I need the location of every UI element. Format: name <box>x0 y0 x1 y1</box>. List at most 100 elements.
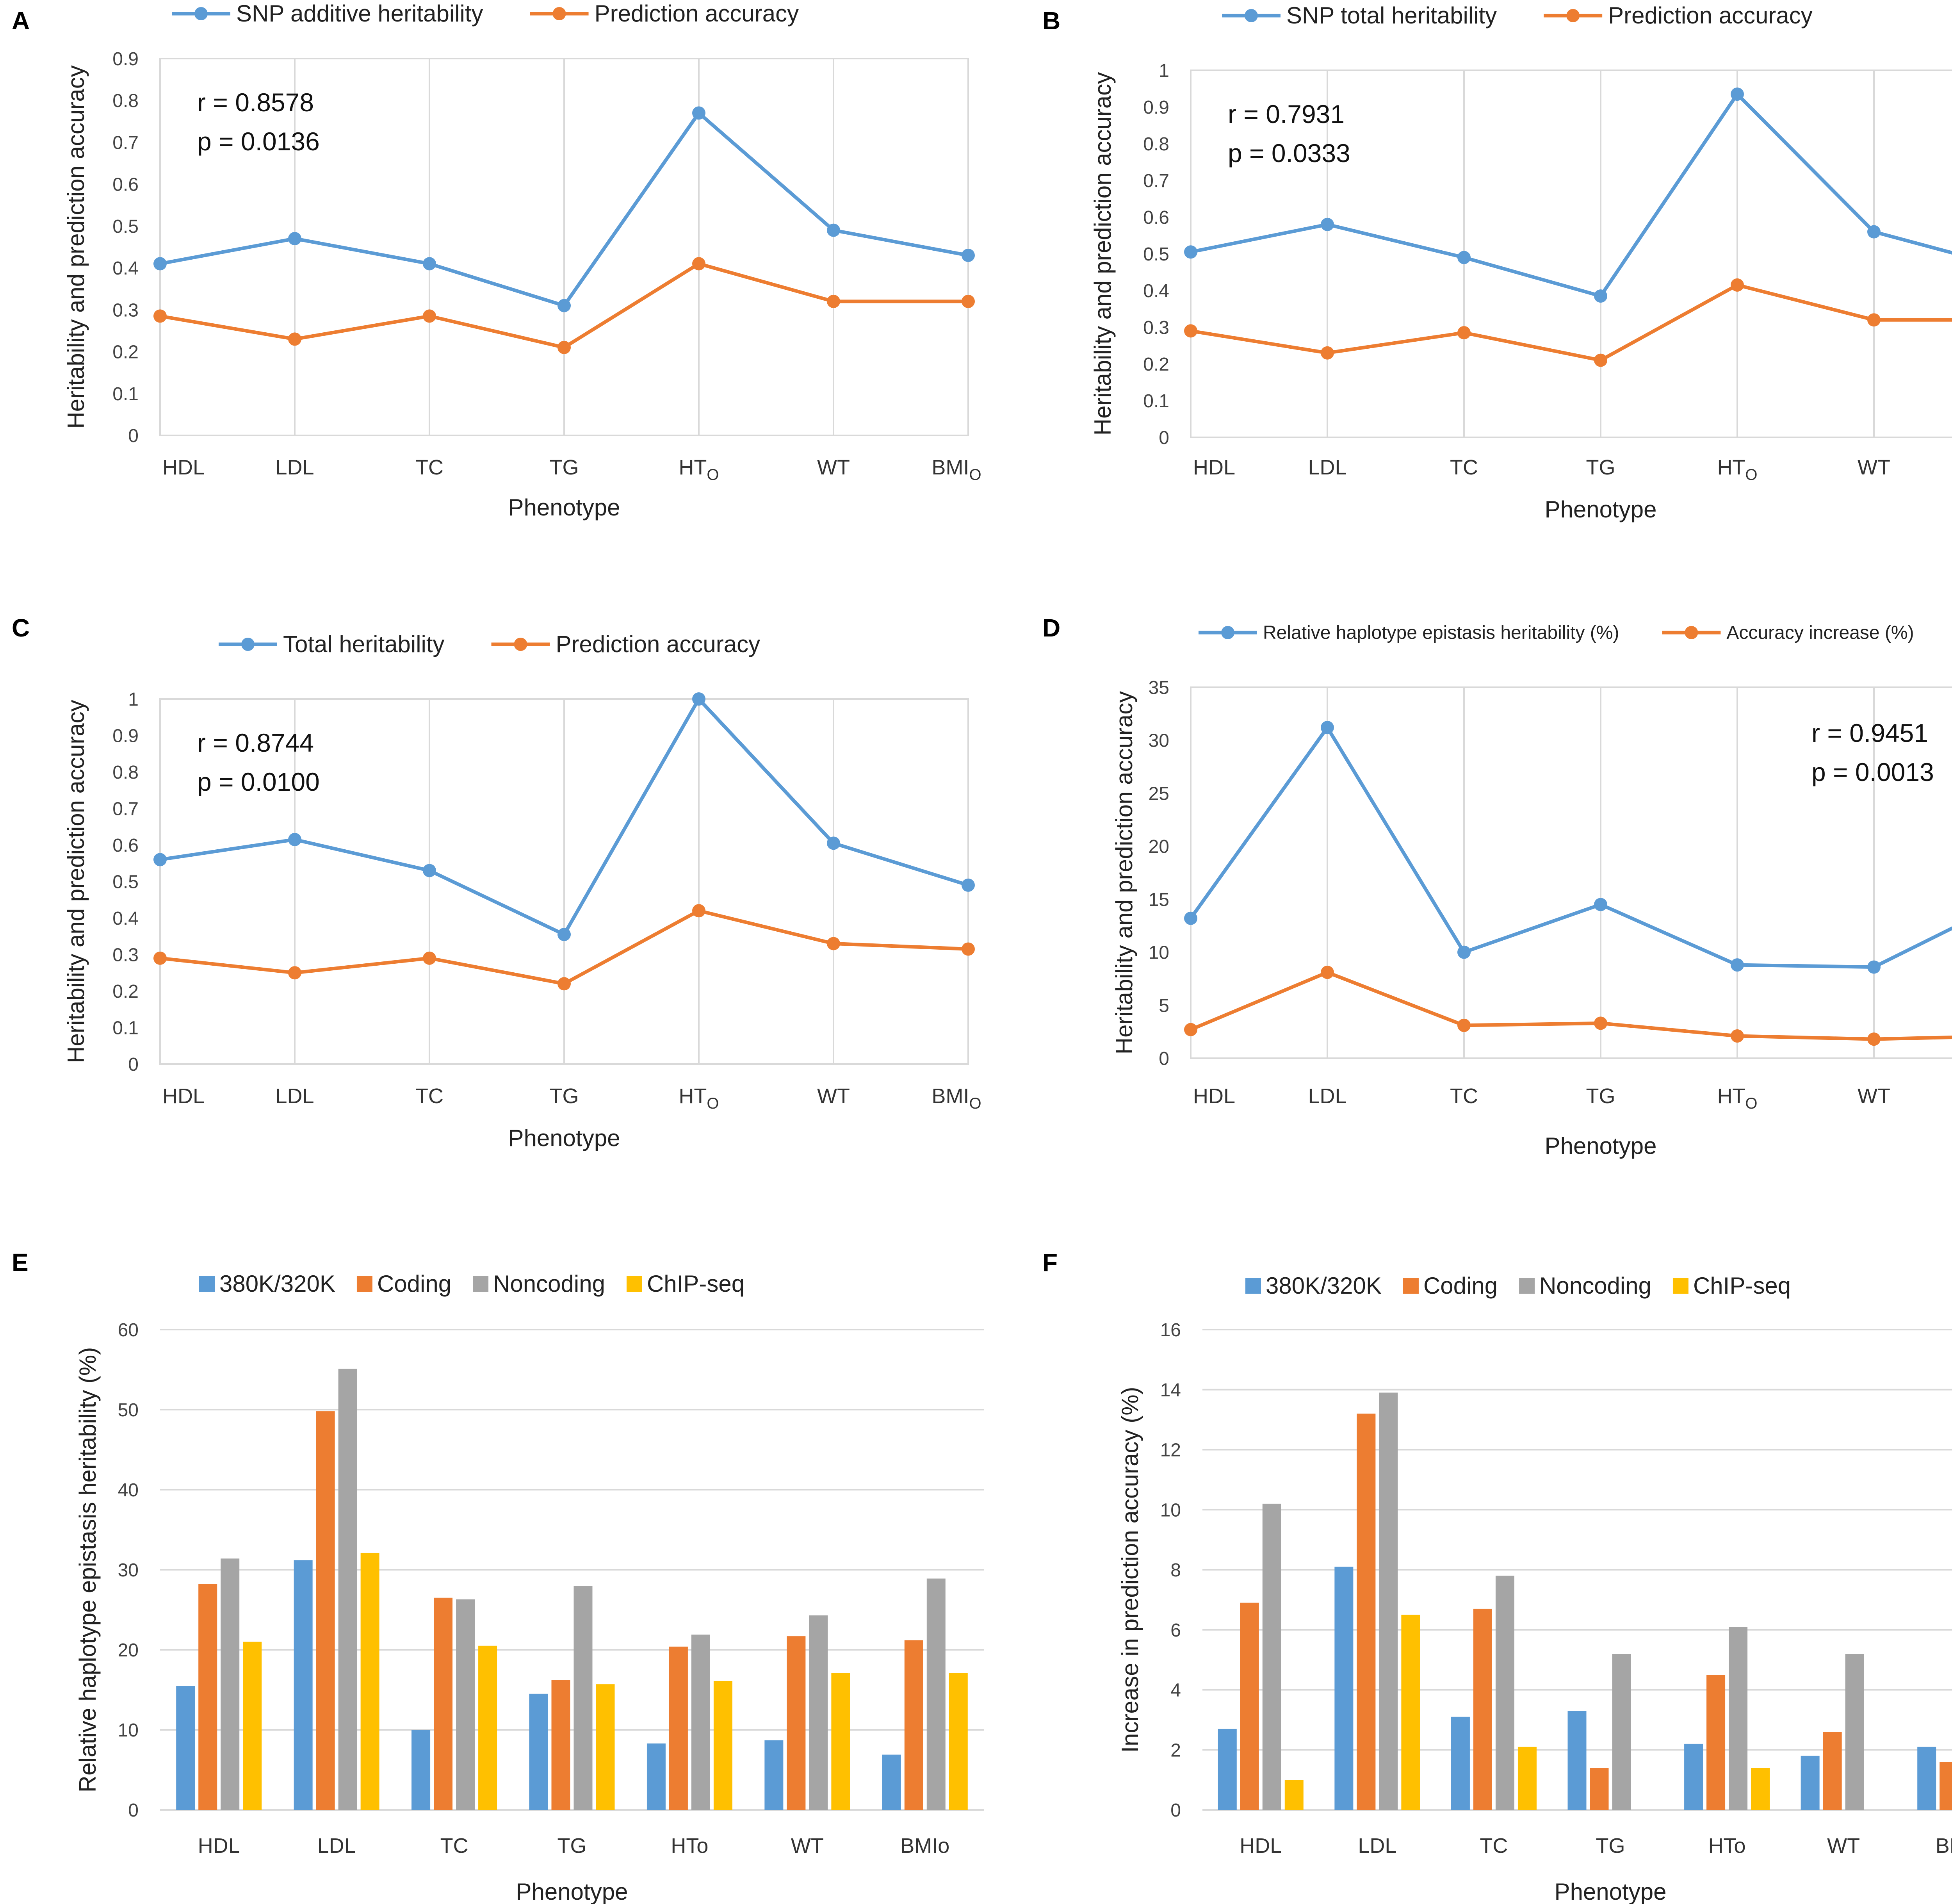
y-tick-label: 0 <box>1159 1048 1169 1069</box>
y-tick-label: 0.3 <box>112 945 139 966</box>
data-point <box>423 257 436 271</box>
data-point <box>1321 346 1334 360</box>
x-tick-label: TG <box>557 1834 587 1858</box>
bar <box>1334 1567 1354 1810</box>
bar <box>1729 1627 1748 1810</box>
legend-swatch <box>473 1276 489 1292</box>
correlation-r: r = 0.9451 <box>1811 718 1928 747</box>
y-tick-label: 0.4 <box>112 908 139 929</box>
data-point <box>1867 225 1881 239</box>
panel-f: F 0 2 4 6 8 10 12 14 16 HDL LDL TC TG HTo WT BMIo 380K/32… <box>1042 1248 1952 1904</box>
x-tick-label: TG <box>1586 456 1615 479</box>
x-tick-label: HDL <box>1240 1834 1282 1858</box>
bar <box>1473 1608 1492 1810</box>
y-axis-title: Heritability and prediction accuracy <box>63 65 89 428</box>
bar <box>713 1681 732 1810</box>
data-point <box>1457 1018 1471 1032</box>
y-tick-label: 2 <box>1170 1740 1181 1761</box>
legend-label: Coding <box>1423 1273 1498 1299</box>
y-tick-label: 6 <box>1170 1620 1181 1641</box>
bar <box>949 1673 968 1810</box>
y-tick-label: 30 <box>1149 731 1169 751</box>
panel-letter: F <box>1042 1248 1058 1276</box>
legend-marker <box>194 7 208 20</box>
x-axis-title: Phenotype <box>508 1125 620 1151</box>
x-tick-label: TC <box>415 456 443 479</box>
legend-swatch <box>1403 1278 1419 1294</box>
x-axis-title: Phenotype <box>508 494 620 521</box>
legend-marker <box>552 7 566 20</box>
x-tick-label: TC <box>440 1834 468 1858</box>
y-tick-label: 14 <box>1160 1380 1181 1401</box>
y-tick-label: 0.1 <box>1143 391 1169 412</box>
bar <box>551 1680 570 1810</box>
bar <box>434 1597 453 1810</box>
data-point <box>1457 326 1471 340</box>
x-tick-label: TG <box>1586 1084 1615 1108</box>
y-tick-label: 10 <box>1149 943 1169 963</box>
bar <box>764 1740 784 1810</box>
bar <box>573 1586 593 1810</box>
correlation-r: r = 0.7931 <box>1228 100 1345 128</box>
y-tick-label: 0.4 <box>112 258 139 279</box>
y-tick-label: 35 <box>1149 677 1169 698</box>
x-tick-label: LDL <box>1358 1834 1396 1858</box>
y-tick-label: 0.9 <box>1143 97 1169 118</box>
bar <box>1751 1768 1770 1810</box>
data-point <box>692 692 705 706</box>
data-point <box>1731 958 1744 972</box>
x-tick-label: TC <box>415 1084 443 1108</box>
y-axis-title: Heritability and prediction accuracy <box>63 700 89 1063</box>
x-tick-label: TC <box>1480 1834 1508 1858</box>
legend-swatch <box>1519 1278 1535 1294</box>
bar <box>411 1730 431 1810</box>
bar <box>809 1615 828 1810</box>
data-point <box>1731 278 1744 292</box>
y-tick-label: 0 <box>128 426 139 446</box>
y-tick-label: 16 <box>1160 1320 1181 1341</box>
data-point <box>1457 251 1471 264</box>
data-point <box>962 248 975 262</box>
bar <box>596 1684 615 1810</box>
x-tick-label: TG <box>550 456 579 479</box>
x-tick-label: HDL <box>162 456 205 479</box>
bar <box>1706 1675 1726 1810</box>
data-point <box>1184 1023 1197 1036</box>
bar <box>1845 1654 1864 1810</box>
legend-marker <box>1685 626 1698 639</box>
x-tick-label: HDL <box>1193 456 1235 479</box>
legend-label: 380K/320K <box>1266 1273 1382 1299</box>
panel-e: E 0 10 20 30 40 50 60 HDL LDL TC TG HTo WT BMIo 380K/32… <box>12 1248 984 1904</box>
data-point <box>692 257 705 271</box>
x-tick-label: WT <box>1858 1084 1890 1108</box>
data-point <box>1867 1032 1881 1046</box>
data-point <box>1457 945 1471 959</box>
legend-label: Total heritability <box>283 631 445 657</box>
y-tick-label: 0.8 <box>112 762 139 783</box>
bar <box>529 1694 548 1810</box>
y-tick-label: 0.9 <box>112 49 139 70</box>
data-point <box>962 294 975 308</box>
y-tick-label: 15 <box>1149 890 1169 910</box>
data-point <box>1321 217 1334 231</box>
y-tick-label: 20 <box>118 1640 139 1661</box>
x-tick-label: WT <box>1827 1834 1860 1858</box>
data-point <box>962 878 975 892</box>
y-tick-label: 10 <box>118 1720 139 1741</box>
data-point <box>827 294 840 308</box>
x-tick-label: HDL <box>1193 1084 1235 1108</box>
panel-letter: A <box>12 7 30 35</box>
bar <box>1823 1732 1842 1810</box>
x-tick-label: WT <box>817 1084 850 1108</box>
y-tick-label: 60 <box>118 1320 139 1341</box>
bar <box>1612 1654 1631 1810</box>
data-point <box>1594 353 1607 367</box>
data-point <box>1731 87 1744 101</box>
y-tick-label: 8 <box>1170 1560 1181 1581</box>
y-axis-title: Increase in prediction accuracy (%) <box>1117 1387 1143 1752</box>
p-value: p = 0.0136 <box>197 127 320 156</box>
data-point <box>288 232 301 246</box>
bar <box>1801 1756 1820 1810</box>
bar <box>1379 1392 1398 1810</box>
